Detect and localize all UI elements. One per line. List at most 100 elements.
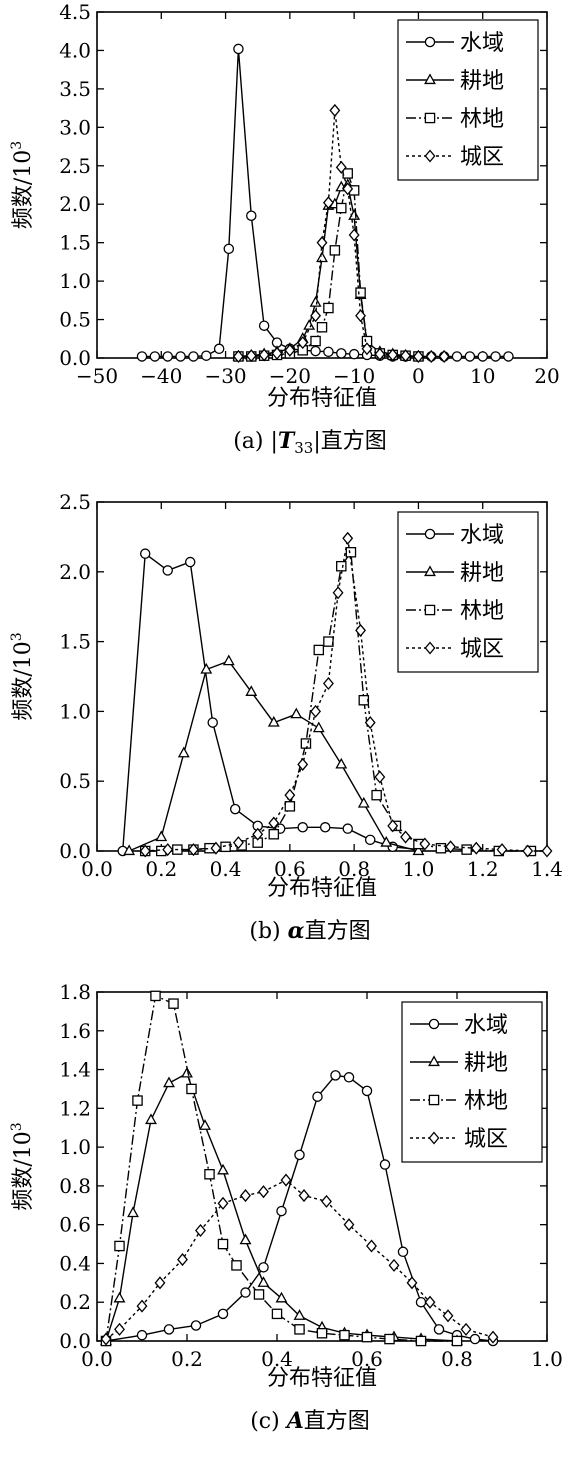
- legend-marker: [428, 1018, 440, 1030]
- data-point: [322, 196, 334, 210]
- x-tick-label: 0.0: [81, 857, 113, 881]
- y-tick-label: 3.5: [59, 77, 91, 101]
- data-point: [155, 830, 168, 842]
- data-point: [290, 707, 303, 719]
- data-point: [342, 823, 353, 834]
- caption-variable: T: [278, 428, 296, 454]
- caption-suffix: 直方图: [304, 1409, 370, 1434]
- data-point: [184, 556, 196, 568]
- data-point: [113, 1291, 126, 1303]
- y-tick-label: 4.5: [59, 0, 91, 24]
- legend-label: 耕地: [460, 69, 504, 94]
- data-point: [379, 1159, 391, 1170]
- y-axis-label-text: 频数/10: [11, 641, 36, 720]
- caption-variable: A: [285, 1408, 304, 1434]
- data-point: [217, 1308, 229, 1320]
- data-point: [415, 1296, 427, 1308]
- data-point: [162, 351, 173, 362]
- data-point: [163, 1324, 175, 1335]
- x-tick-label: 1.4: [531, 857, 563, 881]
- data-point: [355, 623, 367, 637]
- data-point: [310, 704, 322, 718]
- data-point: [400, 830, 412, 844]
- data-point: [271, 346, 283, 360]
- data-point: [374, 347, 386, 361]
- data-point: [297, 336, 309, 350]
- data-point: [461, 844, 472, 855]
- data-point: [329, 245, 341, 256]
- data-point: [438, 349, 450, 363]
- data-point: [231, 1260, 242, 1271]
- data-point: [136, 1299, 148, 1313]
- y-axis-label: 频数/103: [9, 632, 36, 720]
- data-point: [293, 1309, 306, 1320]
- y-axis-label-sup: 3: [9, 632, 25, 641]
- data-point: [345, 547, 357, 558]
- data-point: [424, 1295, 436, 1309]
- x-tick-label: 1.2: [467, 857, 499, 881]
- data-point: [470, 841, 482, 855]
- data-point: [284, 788, 296, 802]
- y-tick-label: 1.5: [59, 231, 91, 255]
- data-point: [343, 1072, 355, 1083]
- data-point: [253, 1289, 265, 1300]
- data-point: [127, 1206, 139, 1218]
- data-point: [309, 296, 322, 307]
- data-point: [412, 349, 424, 363]
- data-point: [240, 1287, 251, 1298]
- data-point: [217, 1196, 229, 1210]
- data-point: [358, 694, 370, 706]
- data-point: [257, 1276, 270, 1287]
- data-point: [312, 1091, 323, 1102]
- data-point: [323, 302, 334, 314]
- data-point: [342, 182, 354, 196]
- legend-marker: [428, 1094, 440, 1106]
- data-point: [445, 840, 457, 854]
- data-point: [150, 990, 161, 1002]
- data-point: [460, 1322, 472, 1336]
- chart-panel-c: 0.0 0.2 0.4 0.6 0.8 1.0 0.0 0.2 0.4 0.6 0.8 1.0 1.2 1…: [9, 980, 563, 1434]
- caption-prefix: (c): [250, 1409, 286, 1434]
- data-point: [406, 1276, 418, 1290]
- data-point: [114, 1240, 125, 1252]
- data-point: [284, 801, 296, 812]
- data-point: [201, 350, 212, 361]
- series-4: [232, 103, 450, 363]
- data-point: [186, 1083, 197, 1095]
- data-point: [200, 662, 213, 674]
- series-line: [122, 552, 419, 852]
- series-4: [100, 1173, 499, 1346]
- data-point: [374, 770, 386, 784]
- legend-label: 耕地: [460, 561, 504, 586]
- data-point: [343, 1218, 355, 1232]
- x-axis-label: 分布特征值: [267, 386, 377, 411]
- data-point: [323, 346, 334, 358]
- data-point: [297, 757, 309, 771]
- y-tick-label: 1.4: [59, 1058, 91, 1082]
- data-point: [136, 1329, 148, 1341]
- x-tick-label: 0.8: [441, 1347, 473, 1371]
- x-tick-label: 0.2: [145, 857, 177, 881]
- data-point: [310, 335, 321, 347]
- data-point: [258, 1262, 269, 1273]
- data-point: [267, 715, 280, 727]
- caption-suffix: 直方图: [305, 919, 371, 944]
- data-point: [371, 789, 382, 801]
- y-tick-label: 0.5: [59, 769, 91, 793]
- y-tick-label: 2.0: [59, 192, 91, 216]
- data-point: [275, 1291, 288, 1303]
- data-point: [477, 351, 488, 362]
- y-axis-label-sup: 3: [9, 141, 25, 150]
- y-tick-label: 0.5: [59, 308, 91, 332]
- data-point: [336, 560, 347, 572]
- data-point: [310, 309, 322, 323]
- y-tick-label: 1.6: [59, 1019, 91, 1043]
- data-point: [316, 251, 328, 263]
- data-point: [229, 803, 241, 815]
- data-point: [217, 1238, 229, 1250]
- caption: (c) A直方图: [250, 1408, 370, 1434]
- data-point: [342, 168, 353, 179]
- legend-marker: [424, 73, 436, 85]
- data-point: [239, 1233, 252, 1245]
- caption-suffix: |直方图: [313, 429, 386, 454]
